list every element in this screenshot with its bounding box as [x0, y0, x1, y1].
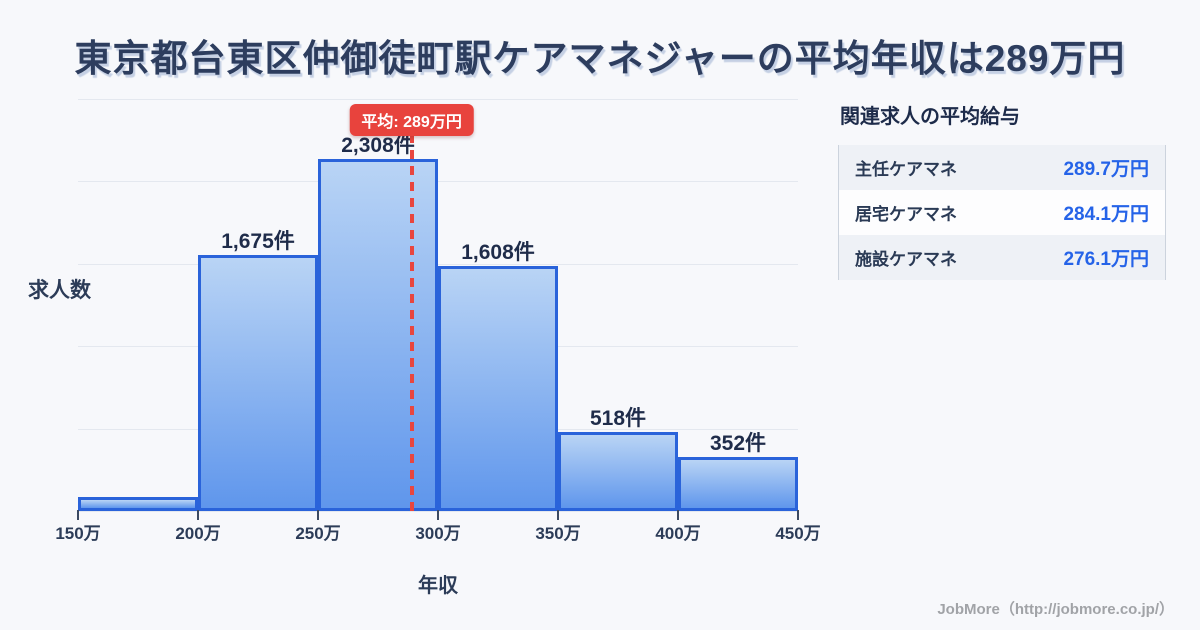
x-tick-label: 300万: [415, 524, 461, 543]
table-row: 主任ケアマネ 289.7万円: [839, 145, 1165, 190]
histogram-bar: [438, 265, 558, 511]
x-tick-mark: [197, 510, 199, 520]
table-row: 居宅ケアマネ 284.1万円: [839, 190, 1165, 235]
x-tick-label: 450万: [775, 524, 821, 543]
credit-text: JobMore（http://jobmore.co.jp/）: [937, 601, 1174, 618]
job-type-label: 主任ケアマネ: [855, 160, 957, 179]
average-line: [409, 134, 414, 511]
gridline: [78, 181, 798, 183]
x-tick-label: 150万: [55, 524, 101, 543]
related-salary-table: 主任ケアマネ 289.7万円 居宅ケアマネ 284.1万円 施設ケアマネ 276…: [838, 145, 1166, 280]
histogram-bar: [78, 497, 198, 511]
gridline: [78, 99, 798, 100]
x-tick-mark: [797, 510, 799, 520]
y-axis-label: 求人数: [28, 279, 91, 302]
page-title: 東京都台東区仲御徒町駅ケアマネジャーの平均年収は289万円: [74, 38, 1126, 79]
gridline: [78, 263, 798, 265]
bar-count-label: 518件: [589, 406, 647, 430]
histogram-plot-area: 平均: 289万円 1,675件 2,308件 1,608件 518件 352件 150万…: [55, 99, 821, 543]
x-tick-mark: [317, 510, 319, 520]
job-type-label: 施設ケアマネ: [855, 250, 957, 269]
x-tick-label: 350万: [535, 524, 581, 543]
bar-count-label: 2,308件: [341, 133, 415, 157]
x-tick-mark: [437, 510, 439, 520]
histogram-bar: [318, 158, 438, 511]
side-panel-title: 関連求人の平均給与: [840, 106, 1020, 128]
bar-count-label: 1,608件: [461, 240, 535, 264]
x-tick-mark: [77, 510, 79, 520]
bar-count-label: 352件: [709, 432, 767, 456]
average-badge: 平均: 289万円: [349, 104, 474, 136]
x-tick-mark: [677, 510, 679, 520]
x-tick-label: 400万: [655, 524, 701, 543]
job-type-label: 居宅ケアマネ: [855, 205, 957, 224]
histogram-bar: [558, 431, 678, 511]
histogram-bar: [678, 457, 798, 511]
bar-count-label: 1,675件: [221, 230, 295, 254]
x-tick-label: 250万: [295, 524, 341, 543]
salary-value: 284.1万円: [1063, 204, 1149, 225]
x-tick-label: 200万: [175, 524, 221, 543]
x-axis-label: 年収: [418, 575, 458, 597]
table-row: 施設ケアマネ 276.1万円: [839, 235, 1165, 280]
x-tick-mark: [557, 510, 559, 520]
salary-value: 289.7万円: [1063, 159, 1149, 180]
histogram-bar: [198, 255, 318, 511]
salary-value: 276.1万円: [1063, 249, 1149, 270]
